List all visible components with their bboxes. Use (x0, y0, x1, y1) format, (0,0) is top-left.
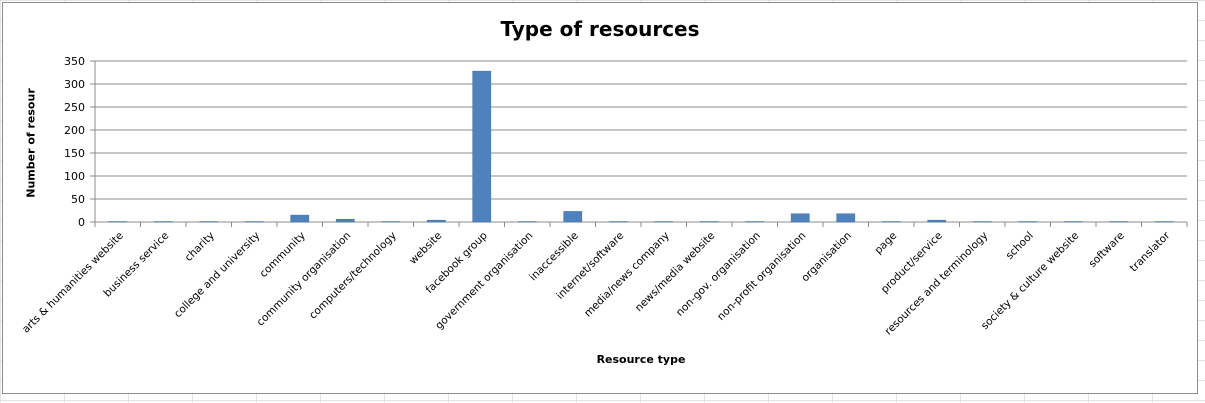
x-tick-label: non-gov. organisation (674, 230, 763, 319)
bar (426, 219, 446, 223)
y-tick-label: 300 (64, 78, 85, 91)
y-axis-title: Number of resour (24, 88, 38, 198)
y-tick-label: 0 (78, 216, 85, 229)
y-tick-label: 100 (64, 170, 85, 183)
x-tick-label: charity (183, 230, 217, 264)
bar (335, 218, 355, 223)
x-tick-label: media/news company (582, 230, 672, 320)
x-tick-label: school (1004, 230, 1036, 262)
y-tick-label: 350 (64, 55, 85, 68)
bar (472, 70, 492, 223)
x-tick-label: community organisation (255, 230, 354, 329)
x-tick-label: page (872, 230, 899, 257)
bar (790, 213, 810, 223)
y-tick-label: 50 (71, 193, 85, 206)
x-tick-label: non-profit organisation (715, 230, 808, 323)
y-tick-label: 200 (64, 124, 85, 137)
x-tick-label: college and university (172, 230, 262, 320)
x-tick-label: community (258, 230, 308, 280)
x-tick-label: translator (1128, 229, 1173, 274)
x-tick-label: news/media website (633, 230, 717, 314)
bar (563, 211, 583, 223)
x-tick-label: computers/technology (307, 230, 399, 322)
x-tick-label: government organisation (433, 230, 535, 332)
x-tick-label: society & culture website (979, 230, 1081, 332)
y-tick-label: 250 (64, 101, 85, 114)
bar (290, 214, 310, 223)
x-axis-title: Resource type (596, 353, 686, 366)
bar (927, 219, 947, 223)
x-tick-label: software (1087, 230, 1127, 270)
bar (836, 213, 856, 223)
y-tick-label: 150 (64, 147, 85, 160)
chart-area[interactable]: Type of resources 0 50 100 150 200 250 300 350 a… (2, 2, 1198, 394)
chart-title: Type of resources (500, 17, 700, 41)
x-tick-label: website (407, 230, 444, 267)
